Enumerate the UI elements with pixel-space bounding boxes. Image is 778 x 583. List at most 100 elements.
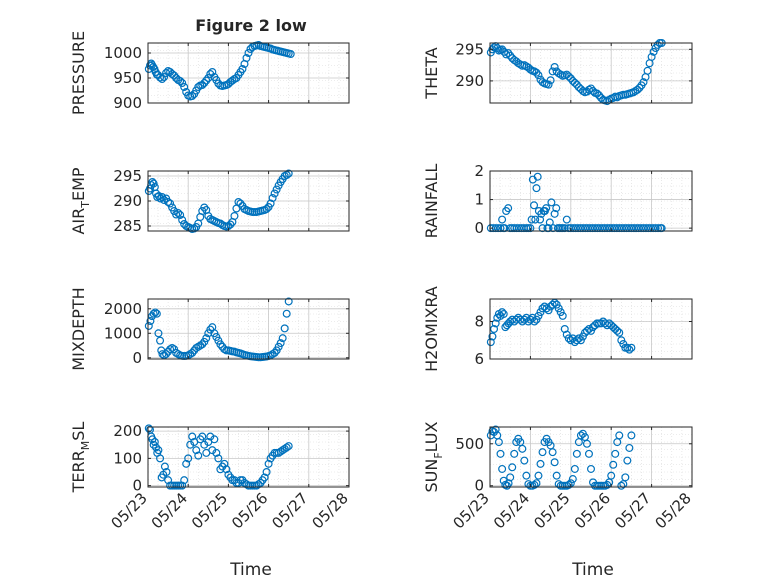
data-point [170,71,179,80]
data-point [254,480,263,489]
data-point [508,463,517,472]
data-point [192,446,201,455]
data-point [284,169,293,178]
data-point [164,198,173,207]
data-point [522,471,531,480]
data-point [533,172,542,181]
y-tick-label: 2 [474,162,484,180]
data-point [586,464,595,473]
data-point [550,209,559,218]
data-point [654,224,663,233]
data-point [534,71,543,80]
data-point [156,336,165,345]
data-point [164,476,173,485]
data-point [520,315,529,324]
subplot-5: 0 1000 2000 MIXDEPTH [69,287,350,371]
subplot-4: 0 1 2 RAINFALL [422,162,693,238]
data-point [172,210,181,219]
data-point [572,80,581,89]
data-point [498,308,507,317]
data-point [188,348,197,357]
data-point [538,448,547,457]
data-point [597,93,606,102]
y-tick-label: 8 [474,313,484,331]
data-point [198,80,207,89]
data-point [200,440,209,449]
data-point [538,224,547,233]
data-point [500,47,509,56]
data-point [500,224,509,233]
data-point [607,471,616,480]
data-point [506,473,515,482]
data-point [149,309,158,318]
data-point [160,196,169,205]
data-point [534,471,543,480]
data-point [611,449,620,458]
axes-box [147,42,350,104]
data-point [499,310,508,319]
data-point [222,465,231,474]
data-point [210,435,219,444]
data-point [582,326,591,335]
data-point [504,49,513,58]
data-point [536,459,545,468]
y-axis-label: AIRTEMP [69,167,92,234]
data-point [220,459,229,468]
y-tick-label: 1 [474,191,484,209]
data-point [595,91,604,100]
data-point [214,454,223,463]
data-point [284,297,293,306]
data-point [280,324,289,333]
subplot-6: 6 8 H2OMIXRA [422,286,693,372]
data-point [589,86,598,95]
data-point [526,315,535,324]
data-point [542,304,551,313]
data-point [242,53,251,62]
y-tick-label: 285 [113,217,142,235]
data-point [162,68,171,77]
y-tick-label: 0 [474,219,484,237]
data-point [647,52,656,61]
data-point [582,439,591,448]
data-point [194,342,203,351]
data-point [542,204,551,213]
data-point [562,215,571,224]
data-point [491,319,500,328]
data-point [625,345,634,354]
data-point [617,481,626,490]
data-point [198,340,207,349]
data-point [156,73,165,82]
data-point [496,449,505,458]
data-point [502,50,511,59]
y-tick-label: 295 [455,40,484,58]
data-point [574,334,583,343]
data-point [566,74,575,83]
y-tick-label: 500 [455,435,484,453]
data-point [276,447,285,456]
data-point [236,199,245,208]
data-point [584,449,593,458]
data-point [496,224,505,233]
data-point [180,476,189,485]
data-point [623,456,632,465]
y-axis-label: PRESSURE [69,31,88,115]
data-point [550,458,559,467]
y-tick-label: 100 [113,449,142,467]
data-point [192,343,201,352]
data-point [527,215,536,224]
data-point [186,440,195,449]
data-point [238,64,247,73]
data-point [530,480,539,489]
data-point [603,480,612,489]
data-point [178,78,187,87]
data-point [262,468,271,477]
data-point [198,432,207,441]
data-point [146,317,155,326]
data-point [204,73,213,82]
data-point [486,338,495,347]
data-point [603,97,612,106]
data-point [266,199,275,208]
y-tick-label: 290 [113,192,142,210]
data-point [194,82,203,91]
